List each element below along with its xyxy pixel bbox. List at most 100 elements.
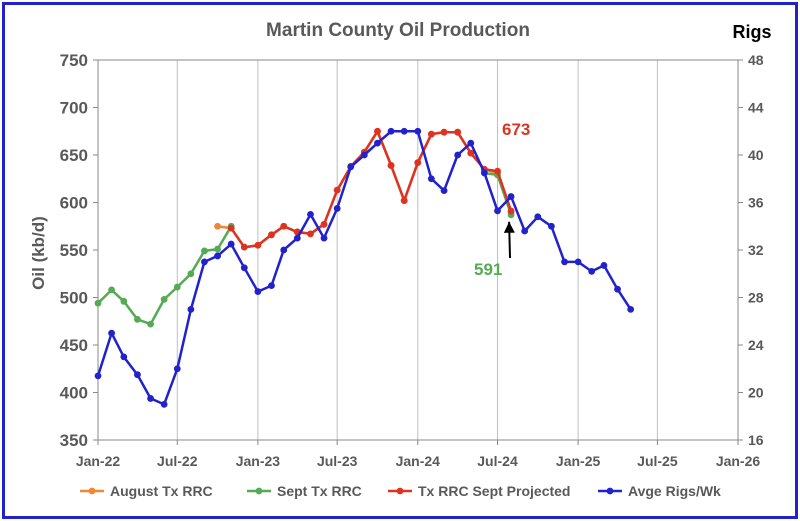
data-point-avge-rigs-wk: [588, 267, 596, 275]
y-tick-label: 450: [60, 336, 88, 355]
data-point-tx-rrc-sept-projected: [494, 167, 501, 175]
data-point-tx-rrc-sept-projected: [254, 241, 262, 249]
data-point-sept-tx-rrc: [108, 286, 115, 294]
data-point-sept-tx-rrc: [94, 299, 102, 307]
y2-tick-label: 36: [748, 195, 764, 211]
data-point-avge-rigs-wk: [400, 127, 408, 135]
data-point-avge-rigs-wk: [333, 205, 341, 212]
data-point-avge-rigs-wk: [387, 127, 395, 135]
y-tick-label: 400: [60, 384, 88, 403]
data-point-sept-tx-rrc: [173, 283, 181, 291]
data-point-tx-rrc-sept-projected: [227, 224, 235, 232]
x-tick-label: Jan-26: [716, 453, 761, 469]
y2-tick-label: 40: [748, 147, 764, 163]
data-point-avge-rigs-wk: [201, 258, 208, 266]
data-point-avge-rigs-wk: [427, 175, 435, 183]
annotation-arrow-head: [503, 221, 515, 233]
legend-label-sept-tx-rrc: Sept Tx RRC: [277, 483, 362, 499]
x-tick-label: Jan-22: [76, 453, 121, 469]
chart-title: Martin County Oil Production: [266, 20, 530, 41]
data-point-avge-rigs-wk: [494, 207, 501, 215]
data-point-avge-rigs-wk: [600, 262, 608, 269]
data-point-tx-rrc-sept-projected: [280, 222, 288, 230]
data-point-avge-rigs-wk: [94, 372, 102, 380]
y-tick-label: 350: [60, 431, 88, 450]
gridlines: [97, 60, 739, 440]
data-point-tx-rrc-sept-projected: [427, 130, 435, 138]
y2-tick-label: 20: [748, 385, 764, 401]
data-point-avge-rigs-wk: [507, 193, 515, 200]
data-point-avge-rigs-wk: [120, 353, 128, 361]
legend-item-sept-tx-rrc: Sept Tx RRC: [247, 483, 362, 499]
y-axis-label: Oil (kb/d): [29, 216, 48, 290]
x-tick-label: Jul-23: [317, 453, 358, 469]
data-point-avge-rigs-wk: [347, 163, 355, 171]
data-point-avge-rigs-wk: [360, 151, 368, 159]
data-point-avge-rigs-wk: [440, 187, 448, 195]
data-point-avge-rigs-wk: [521, 227, 529, 235]
x-tick-label: Jul-24: [477, 453, 518, 469]
x-tick-label: Jan-23: [236, 453, 281, 469]
y2-tick-label: 44: [748, 100, 764, 116]
legend-marker-sept-tx-rrc: [255, 487, 263, 495]
data-point-tx-rrc-sept-projected: [268, 231, 275, 239]
series-lines: [94, 127, 635, 408]
legend-label-avge-rigs-wk: Avge Rigs/Wk: [628, 483, 721, 499]
y2-tick-label: 32: [748, 242, 764, 258]
y2-tick-label: 16: [748, 432, 764, 448]
legend-item-avge-rigs-wk: Avge Rigs/Wk: [598, 483, 721, 499]
data-point-avge-rigs-wk: [227, 240, 235, 248]
series-sept-tx-rrc: [94, 169, 515, 328]
data-point-tx-rrc-sept-projected: [240, 243, 248, 251]
y-tick-label: 650: [60, 146, 88, 165]
data-point-avge-rigs-wk: [574, 258, 582, 266]
data-point-tx-rrc-sept-projected: [467, 149, 475, 157]
legend-marker-tx-rrc-sept-projected: [396, 487, 404, 495]
annotation-591: 591: [474, 260, 502, 279]
data-point-tx-rrc-sept-projected: [387, 162, 395, 169]
data-point-sept-tx-rrc: [134, 315, 141, 323]
y2-tick-label: 28: [748, 290, 764, 306]
data-point-avge-rigs-wk: [187, 305, 195, 313]
data-point-avge-rigs-wk: [467, 139, 475, 147]
data-point-sept-tx-rrc: [160, 296, 168, 303]
legend-marker-avge-rigs-wk: [606, 487, 614, 495]
data-point-tx-rrc-sept-projected: [440, 128, 448, 136]
series-line-avge-rigs-wk: [96, 130, 632, 406]
data-point-tx-rrc-sept-projected: [333, 186, 341, 194]
axis-ticks: Jan-22 Jul-22 Jan-23 Jul-23 Jan-24 Jul-24 Jan-…: [60, 51, 764, 469]
x-tick-label: Jul-22: [157, 453, 198, 469]
data-point-avge-rigs-wk: [320, 234, 328, 242]
legend-label-august-tx-rrc: August Tx RRC: [110, 483, 213, 499]
x-tick-label: Jul-25: [637, 453, 678, 469]
data-point-avge-rigs-wk: [268, 282, 275, 290]
data-point-sept-tx-rrc: [201, 247, 208, 255]
data-point-tx-rrc-sept-projected: [400, 197, 408, 205]
data-point-avge-rigs-wk: [307, 210, 314, 218]
data-point-avge-rigs-wk: [108, 329, 115, 337]
data-point-avge-rigs-wk: [214, 252, 221, 260]
legend-label-tx-rrc-sept-projected: Tx RRC Sept Projected: [418, 483, 570, 499]
data-point-avge-rigs-wk: [561, 258, 568, 266]
legend-marker-august-tx-rrc: [88, 487, 96, 495]
data-point-tx-rrc-sept-projected: [454, 128, 462, 136]
legend-item-august-tx-rrc: August Tx RRC: [80, 483, 213, 499]
data-point-avge-rigs-wk: [254, 288, 262, 295]
legend: August Tx RRC Sept Tx RRC Tx RRC Sept Proj…: [80, 483, 721, 499]
data-point-avge-rigs-wk: [147, 395, 154, 402]
x-tick-label: Jan-25: [556, 453, 601, 469]
x-tick-label: Jan-24: [396, 453, 441, 469]
data-point-avge-rigs-wk: [627, 305, 635, 313]
data-point-sept-tx-rrc: [147, 320, 154, 328]
data-point-avge-rigs-wk: [414, 127, 422, 135]
annotation-673: 673: [502, 120, 530, 139]
data-point-tx-rrc-sept-projected: [320, 220, 328, 228]
series-avge-rigs-wk: [94, 127, 635, 408]
data-point-avge-rigs-wk: [160, 400, 168, 408]
data-point-avge-rigs-wk: [534, 213, 542, 221]
data-point-avge-rigs-wk: [173, 365, 181, 373]
data-point-august-tx-rrc: [214, 222, 221, 230]
y-tick-label: 750: [60, 51, 88, 70]
